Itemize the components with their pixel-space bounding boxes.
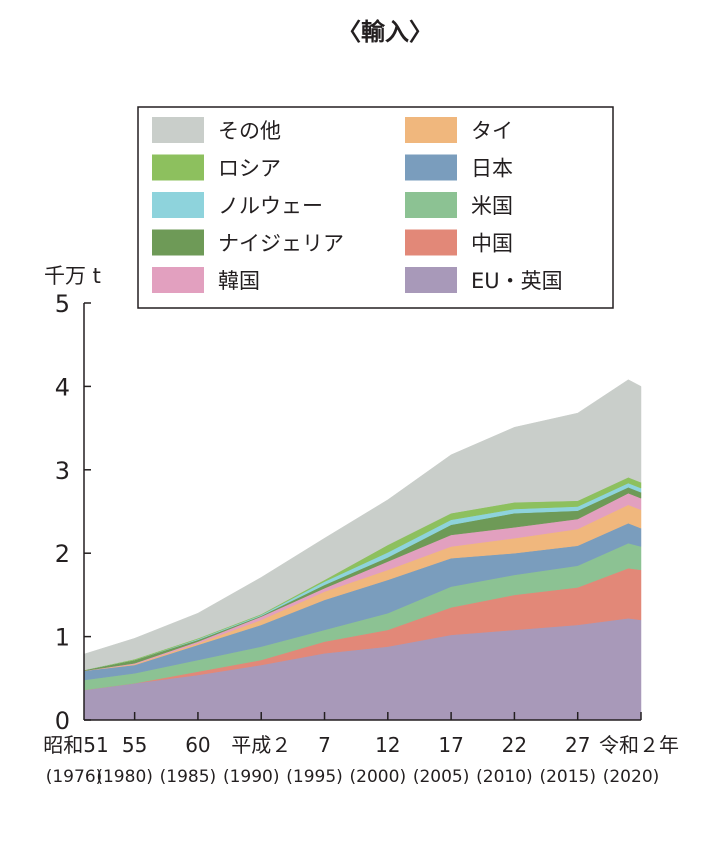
- legend-label: 韓国: [218, 269, 260, 293]
- legend-box: [137, 106, 614, 309]
- legend-item: 中国: [405, 229, 513, 256]
- x-tick-label-era: 7: [318, 733, 331, 757]
- y-tick-label: 2: [55, 540, 70, 568]
- y-tick-label: 0: [55, 707, 70, 735]
- y-tick-label: 3: [55, 457, 70, 485]
- x-tick-label-year: (1990): [223, 767, 280, 787]
- legend-item: ナイジェリア: [152, 229, 344, 256]
- y-tick-label: 4: [55, 373, 70, 401]
- legend-label: ノルウェー: [218, 194, 323, 218]
- legend-item: 韓国: [152, 267, 260, 293]
- x-tick-label-year: (2005): [413, 767, 470, 787]
- x-tick-label-era: 60: [185, 733, 210, 757]
- x-tick-label-year: (2015): [539, 767, 596, 787]
- x-tick-label-era: 22: [502, 733, 527, 757]
- legend-swatch: [405, 192, 457, 218]
- area-9: [83, 379, 642, 671]
- chart-title: 〈輸入〉: [337, 18, 433, 46]
- x-tick-label-year: (1976): [46, 767, 103, 787]
- y-axis-unit-label: 千万 t: [44, 264, 101, 288]
- x-tick-label-year: (2010): [476, 767, 533, 787]
- x-tick-label-era: 17: [438, 733, 463, 757]
- x-tick-label-year: (1985): [160, 767, 217, 787]
- legend-item: その他: [152, 117, 281, 143]
- x-tick-label-year: (2000): [350, 767, 407, 787]
- area-layers: [83, 379, 642, 721]
- x-tick-label-era: 55: [122, 733, 147, 757]
- legend-label: 中国: [471, 232, 513, 256]
- axes: 012345昭和51(1976)55(1980)60(1985)平成２(1990…: [43, 290, 679, 787]
- legend-label: タイ: [471, 119, 513, 143]
- legend-swatch: [152, 117, 204, 143]
- x-tick-label-era: 平成２: [231, 733, 291, 757]
- legend-swatch: [152, 229, 204, 256]
- legend-swatch: [152, 192, 204, 218]
- x-tick-label-year: (2020): [603, 767, 660, 787]
- x-tick-label-era: 27: [565, 733, 590, 757]
- legend-label: ナイジェリア: [218, 232, 344, 256]
- y-tick-label: 1: [55, 624, 70, 652]
- legend-item: 米国: [405, 192, 513, 218]
- legend-label: EU・英国: [471, 269, 563, 293]
- legend-item: ノルウェー: [152, 192, 323, 218]
- x-tick-label-era: 12: [375, 733, 400, 757]
- legend-item: 日本: [405, 154, 513, 181]
- y-tick-label: 5: [55, 290, 70, 318]
- legend-swatch: [405, 154, 457, 181]
- legend-label: 米国: [471, 194, 513, 218]
- legend-swatch: [152, 267, 204, 293]
- legend-item: EU・英国: [405, 267, 563, 293]
- legend-item: タイ: [405, 117, 513, 143]
- x-tick-label-year: (1980): [96, 767, 153, 787]
- legend-label: ロシア: [218, 157, 281, 181]
- legend-item: ロシア: [152, 154, 281, 181]
- legend-label: その他: [218, 119, 281, 143]
- x-tick-label-era: 昭和51: [43, 733, 108, 757]
- legend-swatch: [152, 154, 204, 181]
- legend-label: 日本: [471, 157, 513, 181]
- legend-swatch: [405, 267, 457, 293]
- x-tick-label-era: 令和２年: [599, 733, 679, 757]
- legend-swatch: [405, 229, 457, 256]
- x-tick-label-year: (1995): [286, 767, 343, 787]
- legend-swatch: [405, 117, 457, 143]
